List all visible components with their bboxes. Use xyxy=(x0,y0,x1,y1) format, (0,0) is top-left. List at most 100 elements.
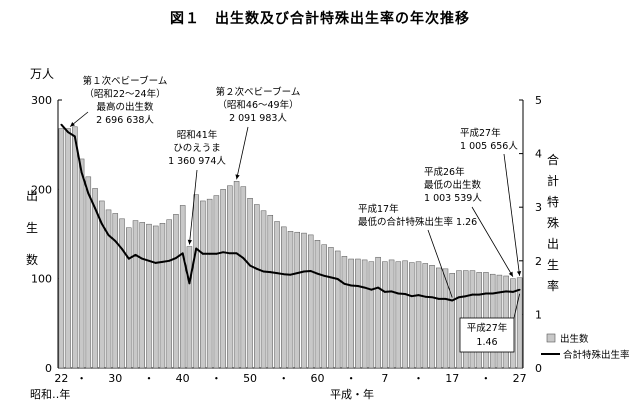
annotation-lowest-births-arrow-head xyxy=(508,271,513,277)
right-tick-label: 4 xyxy=(535,148,542,161)
point-fertility-rate xyxy=(377,286,380,289)
annotation-hinoeuma: 1 360 974人 xyxy=(168,156,226,167)
point-fertility-rate xyxy=(255,267,258,270)
point-fertility-rate xyxy=(148,259,150,262)
bar-births xyxy=(388,259,395,369)
annotation-second-baby-boom-arrow xyxy=(236,126,249,180)
bar-births xyxy=(240,186,247,369)
point-fertility-rate xyxy=(73,135,76,138)
point-fertility-rate xyxy=(249,264,251,267)
bar-births xyxy=(126,227,132,369)
right-axis-label-char: 率 xyxy=(547,278,559,293)
bar-births xyxy=(321,244,327,369)
bar-births xyxy=(368,261,375,369)
point-fertility-rate xyxy=(491,292,494,295)
annotation-hinoeuma: 昭和41年 xyxy=(177,129,218,141)
point-fertility-rate xyxy=(60,123,63,126)
bar-births xyxy=(152,225,159,369)
bar-births xyxy=(281,226,287,369)
bar-births xyxy=(254,204,260,369)
point-fertility-rate xyxy=(269,271,272,273)
point-fertility-rate xyxy=(303,270,305,273)
bar-births xyxy=(112,213,119,369)
bar-births xyxy=(355,258,361,369)
x-tick-label: 27 xyxy=(513,372,527,385)
point-fertility-rate xyxy=(107,234,110,236)
point-fertility-rate xyxy=(437,297,440,300)
point-fertility-rate xyxy=(350,284,353,287)
right-tick-label: 3 xyxy=(535,201,542,214)
bar-births xyxy=(361,259,368,369)
figure-title: 図１ 出生数及び合計特殊出生率の年次推移 xyxy=(170,11,470,27)
annotation-lowest-tfr: 平成17年 xyxy=(358,203,399,215)
bar-births xyxy=(186,246,193,369)
bar-births xyxy=(92,188,98,369)
annotation-births-2015: 1 005 656人 xyxy=(460,141,518,152)
annotation-first-baby-boom: 2 696 638人 xyxy=(96,115,154,126)
point-fertility-rate xyxy=(485,292,487,295)
bar-births xyxy=(287,231,294,369)
point-fertility-rate xyxy=(228,252,231,255)
point-fertility-rate xyxy=(188,282,191,285)
right-axis-label-char: 合 xyxy=(547,152,559,167)
right-axis-label-char: 生 xyxy=(547,258,559,272)
annotation-lowest-births: 最低の出生数 xyxy=(424,179,482,191)
point-fertility-rate xyxy=(282,273,285,276)
point-fertility-rate xyxy=(397,292,400,295)
annotation-births-2015-arrow xyxy=(503,153,521,276)
annotation-hinoeuma-arrow xyxy=(189,169,198,245)
x-tick-label: 50 xyxy=(243,372,257,385)
bar-births xyxy=(260,210,267,369)
annotation-second-baby-boom: （昭和46～49年） xyxy=(217,99,298,111)
bar-births xyxy=(200,200,206,369)
left-axis-label-char: 数 xyxy=(26,252,38,267)
annotation-first-baby-boom: 第１次ベビーブーム xyxy=(83,75,168,87)
x-tick-label: ・ xyxy=(76,372,87,385)
bar-births xyxy=(382,261,388,369)
point-fertility-rate xyxy=(464,295,467,298)
right-axis-label-char: 殊 xyxy=(547,215,559,230)
point-fertility-rate xyxy=(276,272,278,275)
x-tick-label: ・ xyxy=(278,372,289,385)
bar-births xyxy=(402,260,408,369)
point-fertility-rate xyxy=(343,282,346,285)
bar-births xyxy=(173,214,179,369)
point-fertility-rate xyxy=(518,288,521,291)
bar-births xyxy=(449,273,455,369)
bar-births xyxy=(65,128,71,369)
x-tick-label: ・ xyxy=(413,372,424,385)
x-tick-label: ・ xyxy=(143,372,154,385)
point-fertility-rate xyxy=(114,240,117,242)
point-fertility-rate xyxy=(356,285,359,287)
bar-births xyxy=(429,265,435,369)
annotation-tfr-2015-box xyxy=(459,317,515,353)
point-fertility-rate xyxy=(175,257,177,260)
right-axis-label-char: 計 xyxy=(547,173,559,188)
point-fertility-rate xyxy=(141,257,144,260)
x-tick-label: ・ xyxy=(211,372,222,385)
bar-births xyxy=(307,234,314,369)
annotation-second-baby-boom: 第２次ベビーブーム xyxy=(216,86,301,98)
bar-births xyxy=(436,267,442,369)
point-fertility-rate xyxy=(316,272,319,275)
x-tick-label: 30 xyxy=(108,372,122,385)
point-fertility-rate xyxy=(323,274,326,277)
bar-births xyxy=(247,198,253,369)
point-fertility-rate xyxy=(215,252,218,255)
point-fertility-rate xyxy=(67,131,70,134)
x-tick-label: 60 xyxy=(310,372,324,385)
annotation-lowest-births-arrow xyxy=(471,206,514,277)
bar-births xyxy=(314,240,321,369)
point-fertility-rate xyxy=(181,252,184,255)
point-fertility-rate xyxy=(498,291,501,294)
bar-births xyxy=(233,181,240,369)
point-fertility-rate xyxy=(511,290,514,293)
point-fertility-rate xyxy=(410,295,413,298)
bar-births xyxy=(395,261,402,369)
x-tick-label: ・ xyxy=(480,372,491,385)
annotation-first-baby-boom: 最高の出生数 xyxy=(96,101,154,113)
point-fertility-rate xyxy=(235,252,238,255)
bar-births xyxy=(516,277,523,369)
point-fertility-rate xyxy=(296,272,299,275)
point-fertility-rate xyxy=(370,288,373,291)
